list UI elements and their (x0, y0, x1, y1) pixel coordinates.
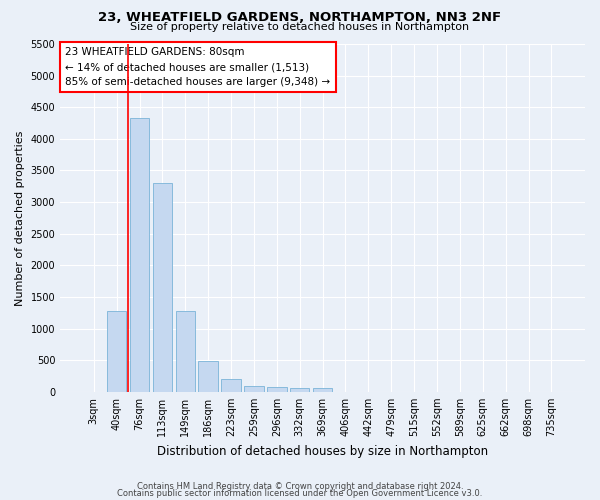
Text: Size of property relative to detached houses in Northampton: Size of property relative to detached ho… (130, 22, 470, 32)
Bar (176, 311, 195, 392)
Bar (199, 361, 218, 392)
Y-axis label: Number of detached properties: Number of detached properties (15, 130, 25, 306)
X-axis label: Distribution of detached houses by size in Northampton: Distribution of detached houses by size … (157, 444, 488, 458)
Bar (244, 386, 263, 392)
Bar (267, 387, 287, 392)
Bar (313, 388, 332, 392)
Text: 23, WHEATFIELD GARDENS, NORTHAMPTON, NN3 2NF: 23, WHEATFIELD GARDENS, NORTHAMPTON, NN3… (98, 11, 502, 24)
Text: Contains public sector information licensed under the Open Government Licence v3: Contains public sector information licen… (118, 488, 482, 498)
Text: 23 WHEATFIELD GARDENS: 80sqm
← 14% of detached houses are smaller (1,513)
85% of: 23 WHEATFIELD GARDENS: 80sqm ← 14% of de… (65, 48, 331, 87)
Bar (221, 378, 241, 392)
Bar (290, 388, 310, 392)
Bar (130, 118, 149, 392)
Bar (152, 183, 172, 392)
Bar (107, 312, 127, 392)
Text: Contains HM Land Registry data © Crown copyright and database right 2024.: Contains HM Land Registry data © Crown c… (137, 482, 463, 491)
